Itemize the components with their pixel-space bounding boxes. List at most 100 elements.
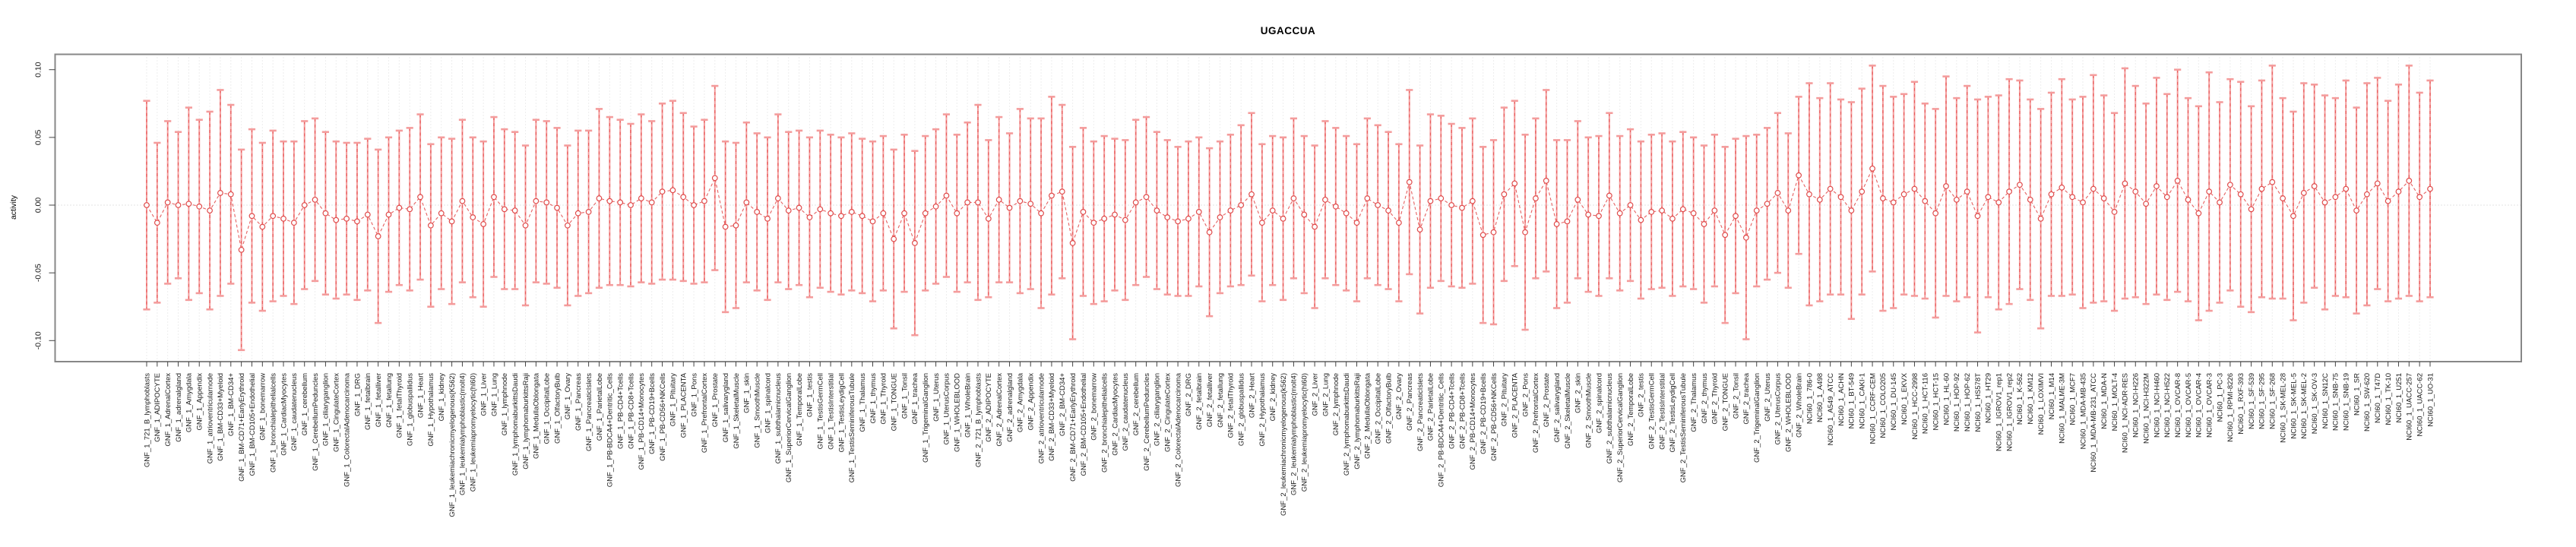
mean-point — [995, 196, 1002, 203]
y-axis-label: 0.00 — [34, 198, 43, 213]
mean-point — [2059, 184, 2065, 191]
x-axis-label: GNF_1_OlfactoryBulb — [553, 373, 562, 444]
x-axis-label: GNF_1_SmoothMuscle — [753, 373, 761, 448]
mean-point — [448, 218, 455, 225]
x-axis-label: GNF_1_TestisSeminiferousTubule — [848, 373, 856, 482]
x-axis-label: GNF_1_Pituitary — [669, 373, 678, 426]
x-axis-label: GNF_1_CingulateCortex — [333, 373, 341, 452]
x-axis-label: NCI60_1_EKVX — [1900, 372, 1909, 425]
x-axis-label: NCI60_1_MDA-MB-435 — [2079, 373, 2087, 449]
mean-point — [1522, 229, 1528, 236]
mean-point — [217, 190, 223, 196]
x-axis-label: GNF_1_UterusCorpus — [943, 373, 951, 445]
mean-point — [1596, 213, 1602, 220]
mean-point — [1406, 179, 1413, 185]
mean-point — [2122, 180, 2128, 187]
x-axis-labels: GNF_1_721_B_lymphoblasts GNF_1_ADIPOCYTE G… — [143, 372, 2435, 517]
x-axis-label: GNF_2_Thyroid — [1711, 373, 1720, 425]
mean-point — [1006, 204, 1013, 211]
x-axis-label: GNF_2_Appendix — [1027, 373, 1036, 431]
mean-point — [1112, 211, 1118, 218]
mean-point — [2027, 196, 2033, 203]
mean-point — [1290, 195, 1297, 201]
mean-point — [964, 199, 971, 206]
mean-point — [701, 198, 707, 204]
x-axis-label: GNF_2_thymus — [1701, 373, 1709, 424]
mean-point — [2100, 195, 2107, 201]
x-axis-label: GNF_2_BM-CD71+EarlyErythroid — [1069, 373, 1078, 482]
mean-point — [1733, 213, 1739, 220]
mean-point — [2163, 194, 2170, 201]
y-axis-label: -0.05 — [34, 264, 43, 282]
x-axis-label: GNF_2_salivarygland — [1553, 373, 1562, 442]
x-axis-label: GNF_2_bronchialepithelialcells — [1100, 373, 1109, 473]
x-axis-label: NCI60_1_SNB-75 — [2332, 373, 2340, 431]
x-axis-label: GNF_1_ColorectalAdenocarcinoma — [343, 372, 351, 487]
x-axis-label: GNF_1_Thalamus — [859, 373, 867, 432]
mean-point — [1143, 194, 1150, 201]
mean-point — [207, 207, 213, 214]
mean-point — [1511, 180, 1518, 187]
x-axis-label: GNF_2_fetalThyroid — [1227, 373, 1236, 438]
x-axis-label: NCI60_1_A498 — [1816, 373, 1824, 422]
x-axis-label: NCI60_1_SNB-19 — [2343, 373, 2351, 431]
mean-point — [164, 199, 171, 206]
x-axis-label: GNF_2_testis — [1638, 373, 1646, 417]
mean-point — [711, 175, 718, 182]
x-axis-label: NCI60_1_SK-MEL-5 — [2290, 373, 2298, 439]
x-axis-label: GNF_2_SuperiorCervicalGanglion — [1616, 373, 1625, 482]
mean-point — [2069, 194, 2076, 201]
x-axis-label: GNF_1_bronchialepithelialcells — [269, 373, 277, 473]
mean-point — [364, 211, 371, 218]
mean-point — [1659, 207, 1666, 214]
mean-point — [1364, 195, 1371, 201]
mean-point — [985, 215, 992, 222]
mean-point — [1679, 206, 1686, 213]
x-axis-label: NCI60_1_NCI-ADR-RES — [2122, 373, 2130, 453]
mean-point — [1638, 217, 1644, 223]
mean-point — [1690, 210, 1697, 217]
x-axis-label: GNF_2_leukemialymphoblastic(molt4) — [1290, 373, 1299, 495]
x-axis-label: GNF_1_PB-CD4+Tcells — [616, 373, 625, 449]
mean-point — [975, 199, 981, 206]
mean-point — [2237, 191, 2244, 198]
x-axis-label: GNF_2_TrigeminalGanglion — [1753, 373, 1761, 463]
mean-point — [806, 214, 813, 220]
mean-point — [1438, 195, 1445, 201]
mean-point — [1911, 185, 1918, 192]
mean-point — [1080, 209, 1087, 215]
chart-title: UGACCUA — [1260, 25, 1316, 36]
mean-point — [1217, 214, 1223, 220]
mean-point — [322, 210, 329, 217]
x-axis-label: GNF_2_subthalamicnucleus — [1606, 373, 1614, 464]
x-axis-label: GNF_1_Lung — [490, 373, 498, 416]
x-axis-label: NCI60_1_RXF-393 — [2237, 373, 2245, 435]
x-axis-label: NCI60_1_UO-31 — [2426, 373, 2435, 427]
mean-point — [511, 207, 518, 214]
x-axis-label: NCI60_1_SR — [2353, 373, 2361, 416]
mean-point — [1900, 191, 1907, 198]
x-axis-label: GNF_1_atrioventricularnode — [206, 373, 214, 463]
mean-point — [1049, 192, 1055, 199]
x-axis-label: GNF_2_trachea — [1742, 372, 1751, 424]
mean-point — [880, 210, 887, 217]
x-axis-label: NCI60_1_SK-MEL-28 — [2279, 373, 2287, 443]
x-axis-label: GNF_2_TestisSeminiferousTubule — [1679, 373, 1688, 482]
mean-point — [1774, 190, 1781, 196]
x-axis-label: GNF_2_leukemiachronicmyelogenous(k562) — [1280, 373, 1288, 516]
mean-point — [1312, 223, 1318, 230]
mean-point — [1974, 213, 1981, 220]
mean-point — [2269, 179, 2276, 185]
x-axis-label: GNF_1_PancreaticIslets — [585, 373, 593, 451]
x-axis-label: GNF_2_PB-CD14+Monocytes — [1469, 373, 1477, 470]
mean-point — [2048, 191, 2055, 198]
mean-point — [2406, 178, 2413, 184]
mean-point — [248, 213, 255, 220]
mean-point — [585, 209, 592, 215]
mean-point — [669, 187, 676, 194]
mean-point — [2206, 188, 2213, 195]
x-axis-label: GNF_2_PB-CD56+NKCells — [1490, 373, 1498, 461]
x-axis-label: GNF_2_atrioventricularnode — [1037, 373, 1046, 463]
mean-point — [1785, 207, 1792, 214]
x-axis-label: GNF_1_caudatenucleus — [290, 373, 299, 451]
